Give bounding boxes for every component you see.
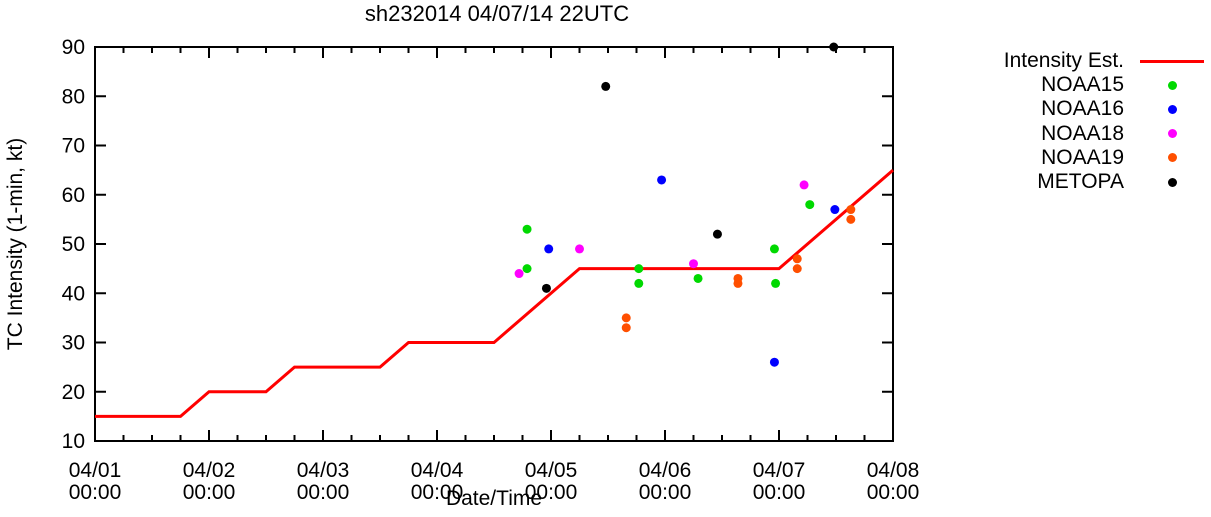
metopa-point (712, 229, 722, 239)
noaa15-point (634, 264, 644, 274)
legend-entry-metopa: METOPA (900, 170, 1211, 194)
metopa-point (829, 42, 839, 52)
legend-entry-noaa16: NOAA16 (900, 97, 1211, 121)
noaa15-point (769, 244, 779, 254)
legend-dot-swatch (1124, 104, 1211, 114)
y-tick-label: 70 (62, 135, 85, 158)
noaa15-point (634, 278, 644, 288)
dot-sample-icon (1167, 153, 1177, 163)
legend-dot-swatch (1124, 80, 1211, 90)
y-tick-label: 10 (62, 430, 85, 453)
noaa18-point (799, 180, 809, 190)
x-axis-label: Date/Time (445, 487, 543, 510)
noaa18-point (689, 259, 698, 269)
legend-dot-swatch (1124, 177, 1211, 187)
noaa15-point (522, 264, 532, 274)
dot-sample-icon (1167, 129, 1177, 139)
noaa19-point (621, 313, 631, 323)
noaa19-point (846, 214, 856, 224)
x-tick-label-date: 04/03 (297, 459, 350, 482)
y-tick-label: 20 (62, 381, 85, 404)
legend-label: NOAA19 (1041, 145, 1124, 169)
y-tick-label: 50 (62, 233, 85, 256)
legend-label: NOAA16 (1041, 97, 1124, 121)
legend-entry-noaa19: NOAA19 (900, 146, 1211, 170)
legend-label: NOAA15 (1041, 73, 1124, 97)
legend-label: Intensity Est. (1003, 49, 1124, 73)
x-tick-label-time: 00:00 (297, 481, 350, 504)
noaa15-point (522, 224, 532, 234)
noaa16-point (769, 357, 779, 367)
noaa19-point (621, 323, 631, 333)
legend-label: METOPA (1037, 170, 1124, 194)
y-tick-label: 80 (62, 85, 85, 108)
x-tick-label-date: 04/02 (183, 459, 236, 482)
legend-dot-swatch (1124, 129, 1211, 139)
metopa-point (541, 283, 551, 293)
noaa16-point (830, 205, 840, 215)
x-tick-label-time: 00:00 (867, 481, 920, 504)
metopa-point (601, 81, 611, 91)
noaa19-point (733, 278, 743, 288)
dot-sample-icon (1167, 104, 1177, 114)
x-tick-label-time: 00:00 (525, 481, 578, 504)
noaa15-point (771, 278, 781, 288)
dot-sample-icon (1167, 80, 1177, 90)
x-tick-label-time: 00:00 (753, 481, 806, 504)
noaa15-point (693, 273, 703, 283)
plot-border (94, 46, 894, 442)
x-tick-label-time: 00:00 (69, 481, 122, 504)
x-tick-label-date: 04/05 (525, 459, 578, 482)
legend-entry-intensity-est-: Intensity Est. (900, 49, 1211, 73)
legend: Intensity Est. NOAA15 NOAA16 NOAA18 NOAA19 ME… (900, 49, 1211, 194)
chart-title: sh232014 04/07/14 22UTC (364, 1, 630, 26)
legend-label: NOAA18 (1041, 121, 1124, 145)
x-tick-label-date: 04/04 (411, 459, 464, 482)
x-tick-label-date: 04/08 (867, 459, 920, 482)
x-tick-label-date: 04/07 (753, 459, 806, 482)
noaa19-point (792, 254, 802, 264)
x-tick-label-time: 00:00 (411, 481, 464, 504)
legend-entry-noaa18: NOAA18 (900, 122, 1211, 146)
x-tick-label-date: 04/01 (69, 459, 122, 482)
x-tick-label-date: 04/06 (639, 459, 692, 482)
x-tick-label-time: 00:00 (183, 481, 236, 504)
noaa19-point (792, 264, 802, 274)
dot-sample-icon (1167, 177, 1177, 187)
legend-entry-noaa15: NOAA15 (900, 73, 1211, 97)
y-tick-label: 60 (62, 184, 85, 207)
noaa16-point (657, 175, 667, 185)
noaa15-point (805, 200, 815, 210)
intensity-line (95, 168, 894, 418)
legend-dot-swatch (1124, 153, 1211, 163)
y-tick-label: 40 (62, 282, 85, 305)
noaa19-point (846, 205, 856, 215)
y-tick-label: 30 (62, 332, 85, 355)
noaa18-point (575, 244, 584, 254)
y-tick-label: 90 (62, 36, 85, 59)
x-tick-label-time: 00:00 (639, 481, 692, 504)
noaa16-point (544, 244, 554, 254)
noaa18-point (514, 269, 524, 279)
legend-line-swatch (1124, 59, 1211, 63)
line-sample-icon (1140, 59, 1204, 63)
